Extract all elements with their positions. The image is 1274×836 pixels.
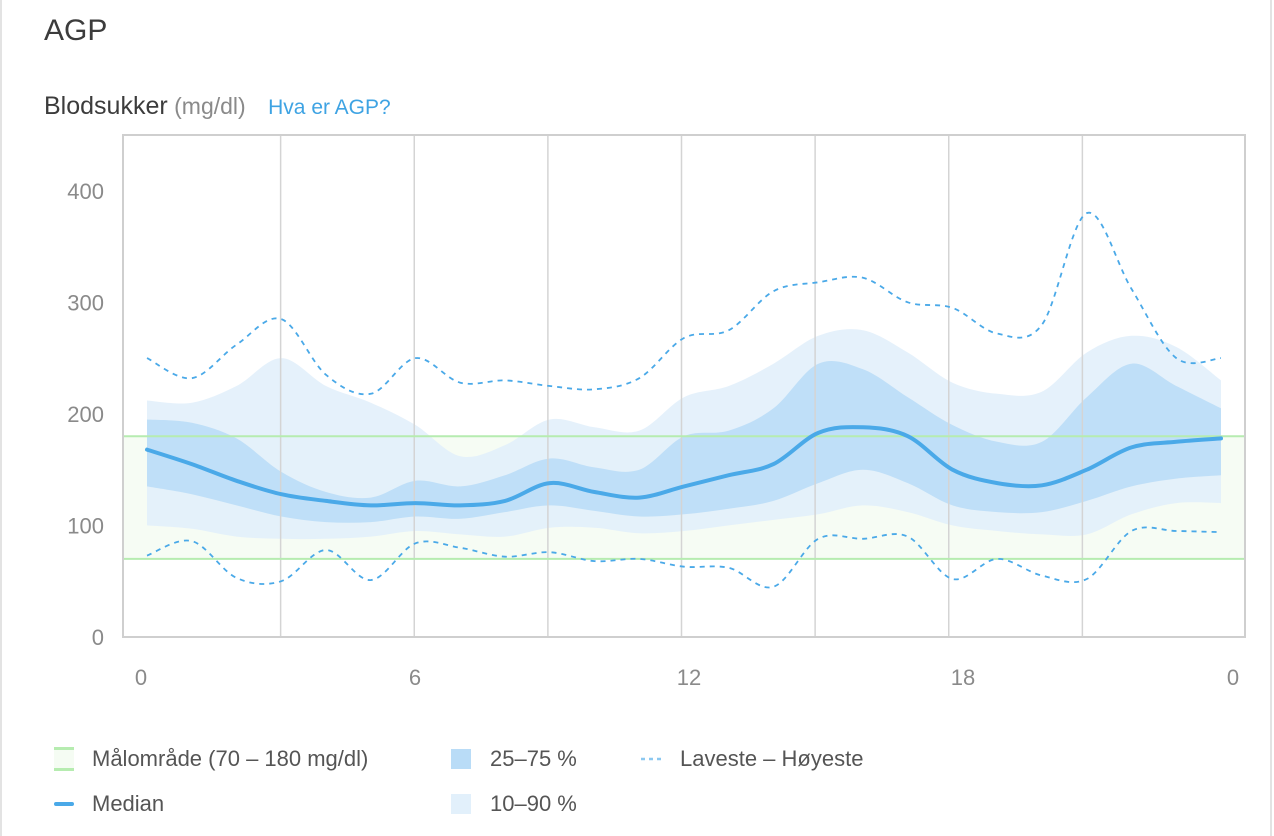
median-line-swatch-icon [54,802,74,806]
minmax-dashed-swatch-icon [641,757,665,761]
plot-frame [122,134,1246,638]
card-title: AGP [44,14,108,47]
series-min-line [146,526,1222,589]
legend-label-10-90: 10–90 % [490,791,577,816]
series-median-line [145,425,1223,508]
y-tick-label-200: 200 [67,402,104,427]
chart-subtitle: Blodsukker [44,92,168,120]
legend: Målområde (70 – 180 mg/dl) Median 25–75 … [2,740,1274,830]
target-range-swatch-icon [54,747,74,771]
agp-chart: 0 100 200 300 400 0 6 12 18 0 [67,134,1246,690]
chart-unit: (mg/dl) [174,93,246,119]
y-tick-label-400: 400 [67,179,104,204]
iqr-swatch-icon [451,749,471,769]
p10-90-swatch-icon [451,794,471,814]
series-max-line [146,212,1222,396]
legend-label-target: Målområde (70 – 180 mg/dl) [92,746,369,771]
x-tick-label-6: 6 [409,665,421,690]
y-tick-label-100: 100 [67,513,104,538]
y-tick-label-0: 0 [92,625,104,650]
legend-label-median: Median [92,791,165,816]
legend-label-minmax: Laveste – Høyeste [680,746,864,771]
x-tick-label-12: 12 [677,665,701,690]
x-tick-label-24: 0 [1227,665,1239,690]
help-link[interactable]: Hva er AGP? [268,96,391,119]
legend-label-iqr: 25–75 % [490,746,577,771]
x-tick-label-0: 0 [135,665,147,690]
y-tick-label-300: 300 [67,290,104,315]
subtitle-row: Blodsukker (mg/dl) Hva er AGP? [44,92,391,122]
band-25-75 [147,360,1221,523]
x-tick-label-18: 18 [951,665,975,690]
